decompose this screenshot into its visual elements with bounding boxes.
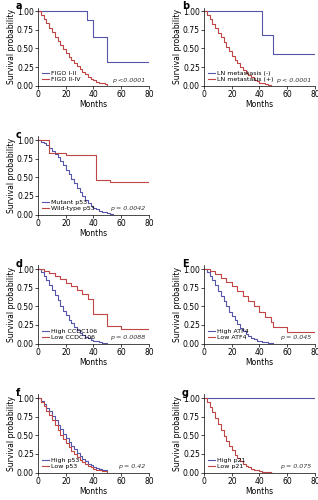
X-axis label: Months: Months (80, 358, 107, 367)
Text: b: b (182, 1, 189, 11)
Text: p = 0.045: p = 0.045 (280, 336, 312, 340)
Text: p = 0.0088: p = 0.0088 (110, 336, 146, 340)
Y-axis label: Survival probability: Survival probability (7, 138, 16, 213)
Text: a: a (16, 1, 23, 11)
Legend: High p53, Low p53: High p53, Low p53 (41, 457, 80, 469)
Y-axis label: Survival probability: Survival probability (7, 9, 16, 84)
X-axis label: Months: Months (80, 229, 107, 238)
X-axis label: Months: Months (80, 487, 107, 496)
Legend: High ATF4, Low ATF4: High ATF4, Low ATF4 (207, 328, 250, 340)
Text: c: c (16, 130, 22, 140)
Y-axis label: Survival probability: Survival probability (173, 267, 182, 342)
X-axis label: Months: Months (80, 100, 107, 109)
Text: g: g (182, 388, 189, 398)
Legend: High CCDC106, Low CCDC106: High CCDC106, Low CCDC106 (41, 328, 98, 340)
X-axis label: Months: Months (245, 100, 273, 109)
Legend: High p21, Low p21: High p21, Low p21 (207, 457, 246, 469)
Text: E: E (182, 259, 189, 269)
Text: f: f (16, 388, 20, 398)
Legend: FIGO I-II, FIGO II-IV: FIGO I-II, FIGO II-IV (41, 70, 81, 82)
X-axis label: Months: Months (245, 487, 273, 496)
Text: p = 0.42: p = 0.42 (118, 464, 146, 469)
Text: p <0.0001: p <0.0001 (112, 78, 146, 82)
X-axis label: Months: Months (245, 358, 273, 367)
Legend: Mutant p53, Wild-type p53: Mutant p53, Wild-type p53 (41, 199, 96, 211)
Text: p = 0.0042: p = 0.0042 (110, 206, 146, 212)
Text: p = 0.075: p = 0.075 (280, 464, 312, 469)
Legend: LN metastasis (-), LN metastasis (+): LN metastasis (-), LN metastasis (+) (207, 70, 274, 82)
Text: p < 0.0001: p < 0.0001 (276, 78, 312, 82)
Y-axis label: Survival probability: Survival probability (7, 267, 16, 342)
Y-axis label: Survival probability: Survival probability (7, 396, 16, 471)
Y-axis label: Survival probability: Survival probability (173, 9, 182, 84)
Text: d: d (16, 259, 23, 269)
Y-axis label: Survival probability: Survival probability (173, 396, 182, 471)
